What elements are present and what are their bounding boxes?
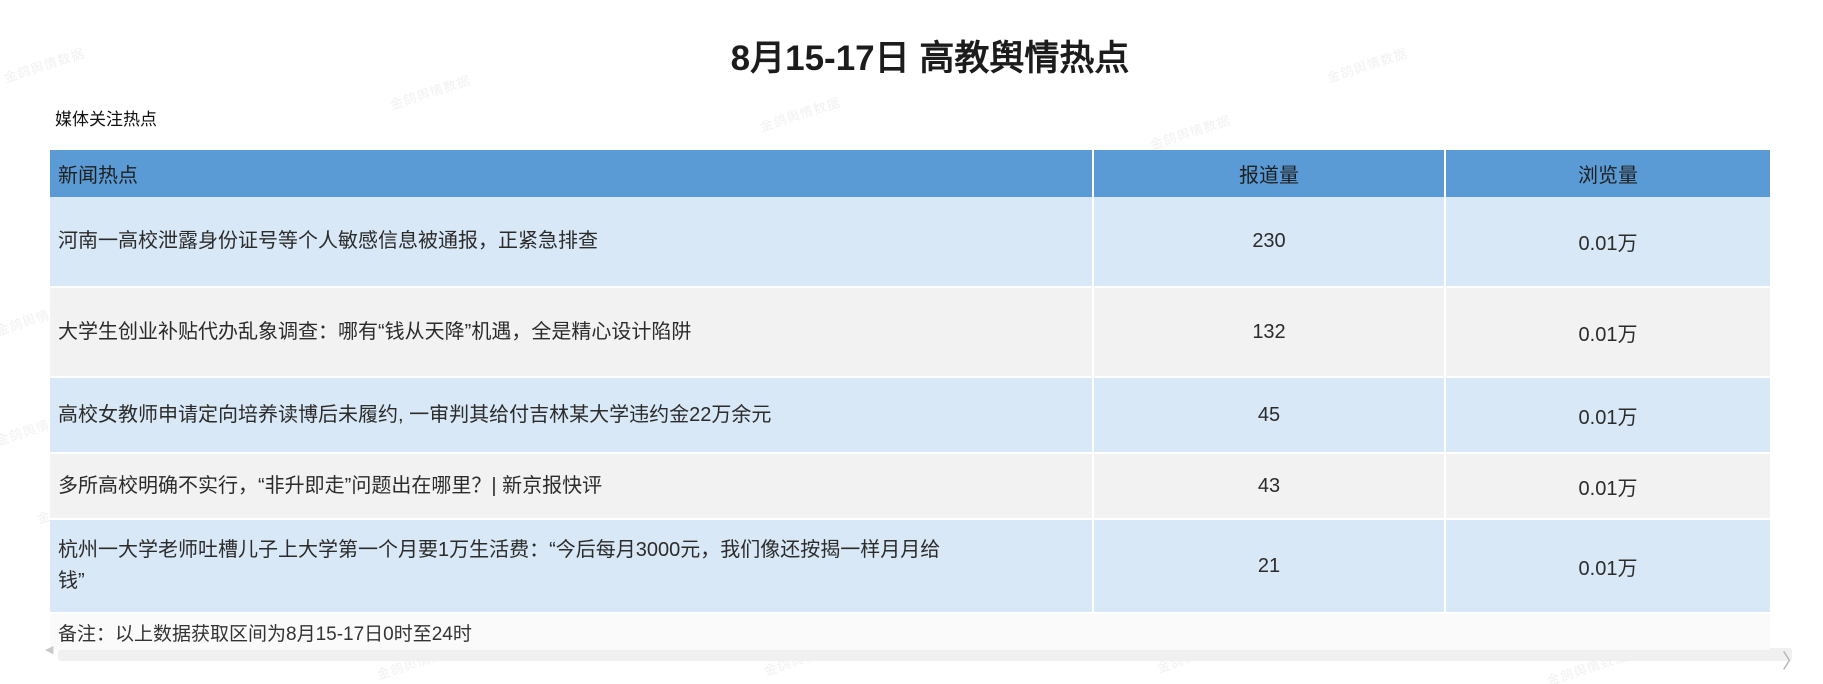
views-cell: 0.01万	[1445, 287, 1770, 378]
reports-cell: 230	[1093, 197, 1446, 288]
table-row: 大学生创业补贴代办乱象调查：哪有“钱从天降”机遇，全是精心设计陷阱 132 0.…	[50, 287, 1770, 378]
watermark: 金鸽舆情数据	[2, 45, 87, 86]
reports-cell: 132	[1093, 287, 1446, 378]
table-row: 多所高校明确不实行，“非升即走”问题出在哪里？| 新京报快评 43 0.01万	[50, 453, 1770, 520]
prev-arrow-icon[interactable]: ◀	[45, 644, 54, 656]
reports-cell: 43	[1093, 453, 1446, 520]
topic-cell: 杭州一大学老师吐槽儿子上大学第一个月要1万生活费：“今后每月3000元，我们像还…	[50, 519, 1094, 614]
views-cell: 0.01万	[1445, 197, 1770, 288]
watermark: 金鸽舆情数据	[1148, 112, 1233, 153]
views-cell: 0.01万	[1445, 453, 1770, 520]
table-row: 杭州一大学老师吐槽儿子上大学第一个月要1万生活费：“今后每月3000元，我们像还…	[50, 519, 1770, 614]
watermark: 金鸽舆情数据	[388, 72, 473, 113]
table-header-row: 新闻热点 报道量 浏览量	[50, 150, 1770, 197]
section-label: 媒体关注热点	[55, 110, 157, 129]
topic-cell: 多所高校明确不实行，“非升即走”问题出在哪里？| 新京报快评	[50, 453, 1094, 520]
horizontal-scrollbar[interactable]	[58, 648, 1792, 661]
column-header-topic: 新闻热点	[50, 150, 1094, 197]
watermark: 金鸽舆情数据	[1325, 45, 1410, 86]
views-cell: 0.01万	[1445, 519, 1770, 614]
views-cell: 0.01万	[1445, 377, 1770, 454]
next-arrow-icon[interactable]: 〉	[1782, 651, 1802, 673]
table-note: 备注：以上数据获取区间为8月15-17日0时至24时	[50, 613, 1770, 650]
topic-cell: 高校女教师申请定向培养读博后未履约, 一审判其给付吉林某大学违约金22万余元	[50, 377, 1094, 454]
topic-cell: 河南一高校泄露身份证号等个人敏感信息被通报，正紧急排查	[50, 197, 1094, 288]
column-header-reports: 报道量	[1093, 150, 1446, 197]
watermark: 金鸽舆情数据	[758, 94, 843, 135]
table-note-row: 备注：以上数据获取区间为8月15-17日0时至24时	[50, 613, 1770, 650]
media-hotspot-table: 新闻热点 报道量 浏览量 河南一高校泄露身份证号等个人敏感信息被通报，正紧急排查…	[50, 150, 1770, 650]
table-row: 高校女教师申请定向培养读博后未履约, 一审判其给付吉林某大学违约金22万余元 4…	[50, 377, 1770, 454]
column-header-views: 浏览量	[1445, 150, 1770, 197]
topic-cell: 大学生创业补贴代办乱象调查：哪有“钱从天降”机遇，全是精心设计陷阱	[50, 287, 1094, 378]
table-row: 河南一高校泄露身份证号等个人敏感信息被通报，正紧急排查 230 0.01万	[50, 197, 1770, 288]
reports-cell: 21	[1093, 519, 1446, 614]
page-title: 8月15-17日 高教舆情热点	[730, 39, 1130, 78]
reports-cell: 45	[1093, 377, 1446, 454]
